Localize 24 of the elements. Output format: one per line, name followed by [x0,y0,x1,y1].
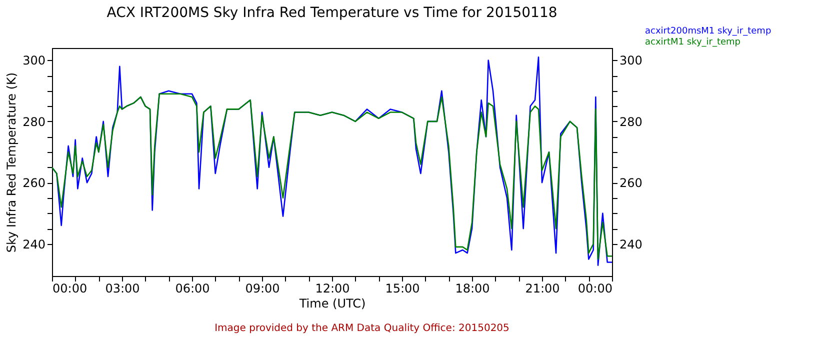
x-tick-label: 00:00 [578,282,612,296]
y-tick-label: 280 [22,114,46,129]
x-tick-label: 09:00 [245,282,280,296]
x-tick-label: 06:00 [175,282,210,296]
y-tick-label: 300 [22,54,46,68]
text: acxirtM1 sky_ir_temp [645,38,741,48]
text: acxirt200msM1 sky_ir_temp [645,26,772,36]
y2-tick-label: 260 [620,176,642,190]
line-series [51,93,613,260]
chart-title: ACX IRT200MS Sky Infra Red Temperature vs Time for 20150118 [106,5,558,21]
x-tick-label: 15:00 [385,282,420,296]
x-tick-label: 21:00 [525,282,560,296]
x-tick-label: 03:00 [105,282,140,296]
x-tick-label: 18:00 [455,282,490,296]
x-tick-label: 00:00 [52,282,88,296]
y2-tick-label: 300 [620,54,642,68]
y-tick-label: 260 [22,176,46,190]
text: Image provided by the ARM Data Quality Office: 20150205 [214,323,510,334]
y-axis-title: Sky Infra Red Temperature (K) [4,72,19,253]
x-axis-title: Time (UTC) [298,296,366,310]
y2-tick-label: 240 [620,237,642,252]
x-tick-label: 12:00 [315,282,350,296]
y2-tick-label: 280 [620,114,642,129]
y-tick-label: 240 [22,237,46,252]
